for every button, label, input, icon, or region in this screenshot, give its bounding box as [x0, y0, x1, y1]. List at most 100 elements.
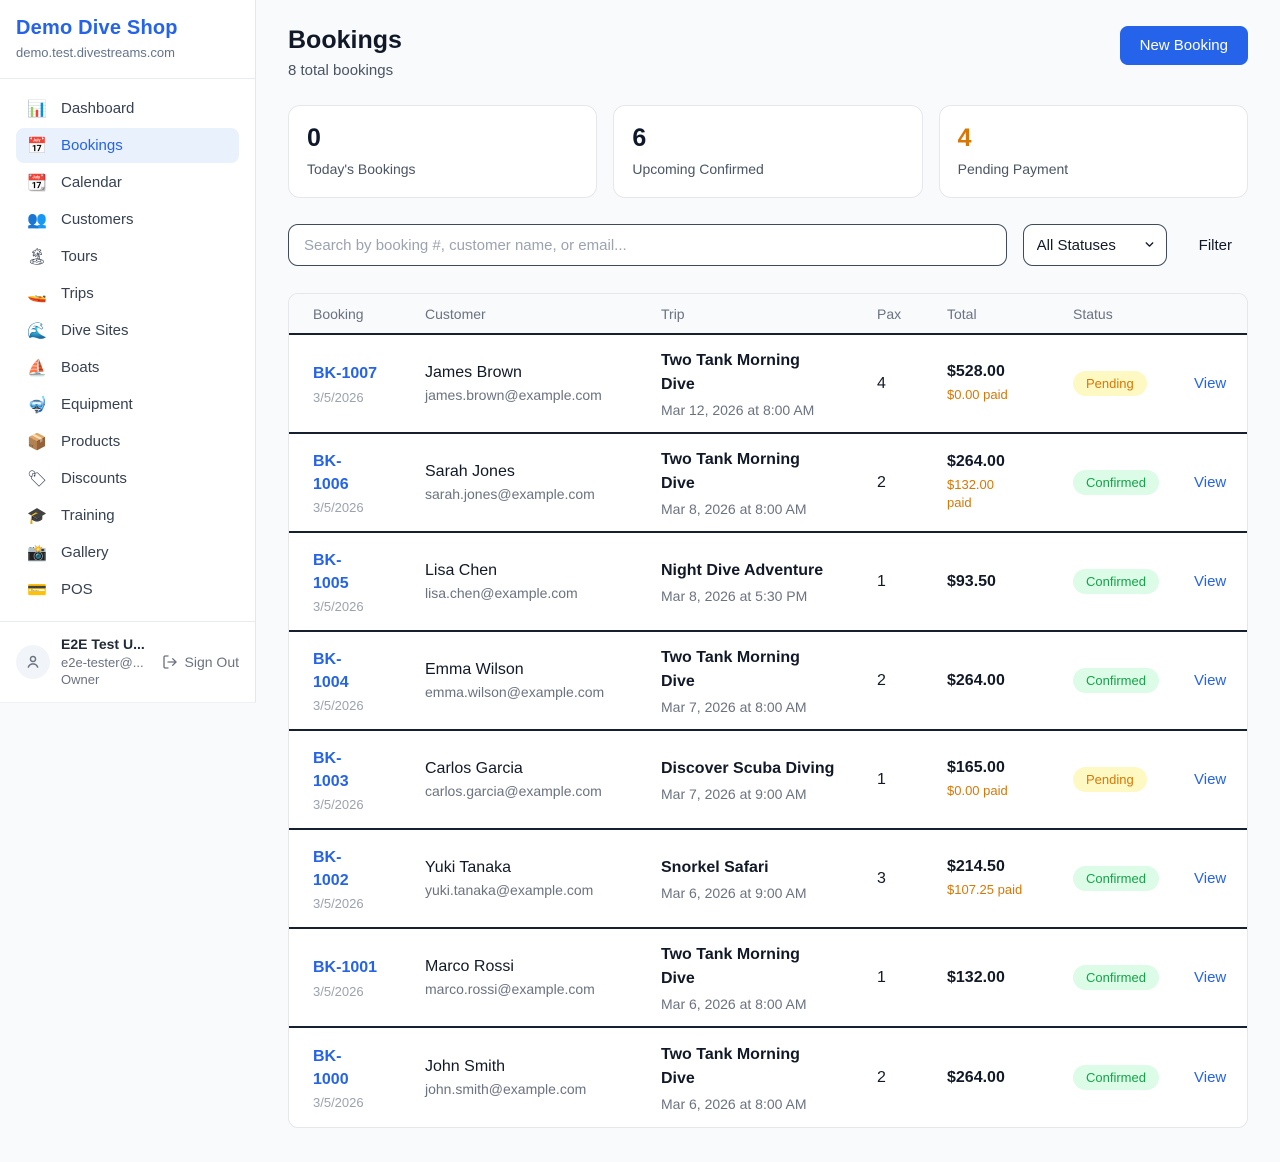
cell-view: View — [1194, 672, 1226, 690]
brand-name: Demo Dive Shop — [16, 17, 178, 39]
customer-email: james.brown@example.com — [425, 387, 602, 403]
trip-datetime: Mar 12, 2026 at 8:00 AM — [661, 402, 815, 418]
view-link[interactable]: View — [1194, 869, 1227, 887]
graduation-cap-icon: 🎓 — [27, 505, 47, 525]
sidebar-item-label: Equipment — [61, 396, 133, 413]
sidebar-user-footer: E2E Test U... e2e-tester@... Owner Sign … — [0, 621, 255, 702]
sidebar: Demo Dive Shop demo.test.divestreams.com… — [0, 0, 256, 703]
trip-datetime: Mar 7, 2026 at 9:00 AM — [661, 786, 807, 802]
sidebar-item-products[interactable]: 📦 Products — [16, 424, 239, 459]
booking-date: 3/5/2026 — [313, 1095, 364, 1111]
cell-total: $214.50 $107.25 paid — [947, 858, 1073, 899]
sidebar-item-equipment[interactable]: 🤿 Equipment — [16, 387, 239, 422]
cell-booking: BK- 1004 3/5/2026 — [313, 648, 425, 713]
sidebar-item-customers[interactable]: 👥 Customers — [16, 202, 239, 237]
view-link[interactable]: View — [1194, 968, 1227, 986]
search-input[interactable] — [288, 224, 1007, 266]
total-bookings-count: 8 total bookings — [288, 62, 394, 79]
booking-id-link[interactable]: BK- 1000 — [313, 1047, 349, 1088]
sidebar-item-discounts[interactable]: 🏷 Discounts — [16, 461, 239, 496]
sidebar-item-label: Discounts — [61, 470, 127, 487]
customer-name: Emma Wilson — [425, 661, 524, 678]
cell-total: $528.00 $0.00 paid — [947, 363, 1073, 404]
cell-status: Confirmed — [1073, 1065, 1194, 1090]
paid-amount: $132.00 paid — [947, 476, 994, 510]
cell-trip: Two Tank Morning Dive Mar 7, 2026 at 8:0… — [661, 646, 877, 715]
trip-datetime: Mar 8, 2026 at 8:00 AM — [661, 501, 807, 517]
customer-name: Sarah Jones — [425, 463, 515, 480]
cell-status: Pending — [1073, 767, 1194, 792]
customer-name: Carlos Garcia — [425, 760, 523, 777]
sidebar-item-label: Tours — [61, 248, 98, 265]
sidebar-item-training[interactable]: 🎓 Training — [16, 498, 239, 533]
cell-trip: Snorkel Safari Mar 6, 2026 at 9:00 AM — [661, 856, 877, 901]
status-badge: Pending — [1073, 371, 1147, 396]
booking-id-link[interactable]: BK-1001 — [313, 959, 378, 977]
view-link[interactable]: View — [1194, 770, 1227, 788]
cell-booking: BK-1001 3/5/2026 — [313, 956, 425, 998]
paid-amount: $107.25 paid — [947, 881, 1023, 897]
customer-name: Marco Rossi — [425, 958, 514, 975]
calendar-icon: 📅 — [27, 135, 47, 155]
view-link[interactable]: View — [1194, 572, 1227, 590]
user-name: E2E Test U... — [61, 636, 145, 652]
view-link[interactable]: View — [1194, 473, 1227, 491]
credit-card-icon: 💳 — [27, 579, 47, 599]
trip-name: Snorkel Safari — [661, 859, 769, 876]
stat-card: 0 Today's Bookings — [288, 105, 598, 198]
cell-booking: BK- 1005 3/5/2026 — [313, 549, 425, 614]
customer-email: carlos.garcia@example.com — [425, 783, 602, 799]
booking-id-link[interactable]: BK- 1003 — [313, 749, 349, 790]
booking-id-link[interactable]: BK- 1006 — [313, 452, 349, 493]
sidebar-item-tours[interactable]: 🏝 Tours — [16, 239, 239, 274]
sign-out-button[interactable]: Sign Out — [162, 654, 239, 670]
booking-id-link[interactable]: BK- 1005 — [313, 551, 349, 592]
customer-name: James Brown — [425, 364, 522, 381]
status-badge: Confirmed — [1073, 866, 1159, 891]
cell-view: View — [1194, 474, 1226, 492]
cell-booking: BK- 1006 3/5/2026 — [313, 450, 425, 515]
sidebar-item-calendar[interactable]: 📆 Calendar — [16, 165, 239, 200]
status-badge: Confirmed — [1073, 668, 1159, 693]
cell-view: View — [1194, 870, 1226, 888]
column-header-booking: Booking — [313, 305, 364, 322]
sidebar-item-gallery[interactable]: 📸 Gallery — [16, 535, 239, 570]
bar-chart-icon: 📊 — [27, 98, 47, 118]
view-link[interactable]: View — [1194, 374, 1227, 392]
page-header: Bookings 8 total bookings New Booking — [288, 26, 1248, 79]
booking-id-link[interactable]: BK-1007 — [313, 365, 378, 383]
view-link[interactable]: View — [1194, 1068, 1227, 1086]
sidebar-item-label: Gallery — [61, 544, 109, 561]
cell-trip: Night Dive Adventure Mar 8, 2026 at 5:30… — [661, 559, 877, 604]
sidebar-item-dashboard[interactable]: 📊 Dashboard — [16, 91, 239, 126]
cell-view: View — [1194, 375, 1226, 393]
sidebar-item-pos[interactable]: 💳 POS — [16, 572, 239, 607]
filter-button[interactable]: Filter — [1183, 237, 1248, 254]
sailboat-icon: ⛵ — [27, 357, 47, 377]
sidebar-item-boats[interactable]: ⛵ Boats — [16, 350, 239, 385]
sidebar-item-label: Dashboard — [61, 100, 135, 117]
table-row: BK- 1006 3/5/2026 Sarah Jones sarah.jones… — [289, 434, 1247, 533]
cell-total: $132.00 — [947, 969, 1073, 987]
new-booking-button[interactable]: New Booking — [1119, 26, 1248, 65]
booking-id-link[interactable]: BK- 1004 — [313, 650, 349, 691]
view-link[interactable]: View — [1194, 671, 1227, 689]
status-select[interactable]: All Statuses — [1022, 224, 1167, 266]
total-amount: $132.00 — [947, 968, 1005, 986]
trip-name: Night Dive Adventure — [661, 562, 824, 579]
customer-email: john.smith@example.com — [425, 1081, 587, 1097]
table-row: BK- 1004 3/5/2026 Emma Wilson emma.wilson… — [289, 632, 1247, 731]
booking-id-link[interactable]: BK- 1002 — [313, 848, 349, 889]
table-row: BK- 1003 3/5/2026 Carlos Garcia carlos.ga… — [289, 731, 1247, 830]
sidebar-item-label: Customers — [61, 211, 134, 228]
booking-date: 3/5/2026 — [313, 698, 364, 714]
column-header-trip: Trip — [661, 305, 685, 322]
sidebar-item-bookings[interactable]: 📅 Bookings — [16, 128, 239, 163]
booking-date: 3/5/2026 — [313, 797, 364, 813]
sidebar-item-label: Bookings — [61, 137, 123, 154]
camera-icon: 📸 — [27, 542, 47, 562]
sidebar-item-dive-sites[interactable]: 🌊 Dive Sites — [16, 313, 239, 348]
sidebar-item-trips[interactable]: 🚤 Trips — [16, 276, 239, 311]
customer-name: Yuki Tanaka — [425, 859, 511, 876]
